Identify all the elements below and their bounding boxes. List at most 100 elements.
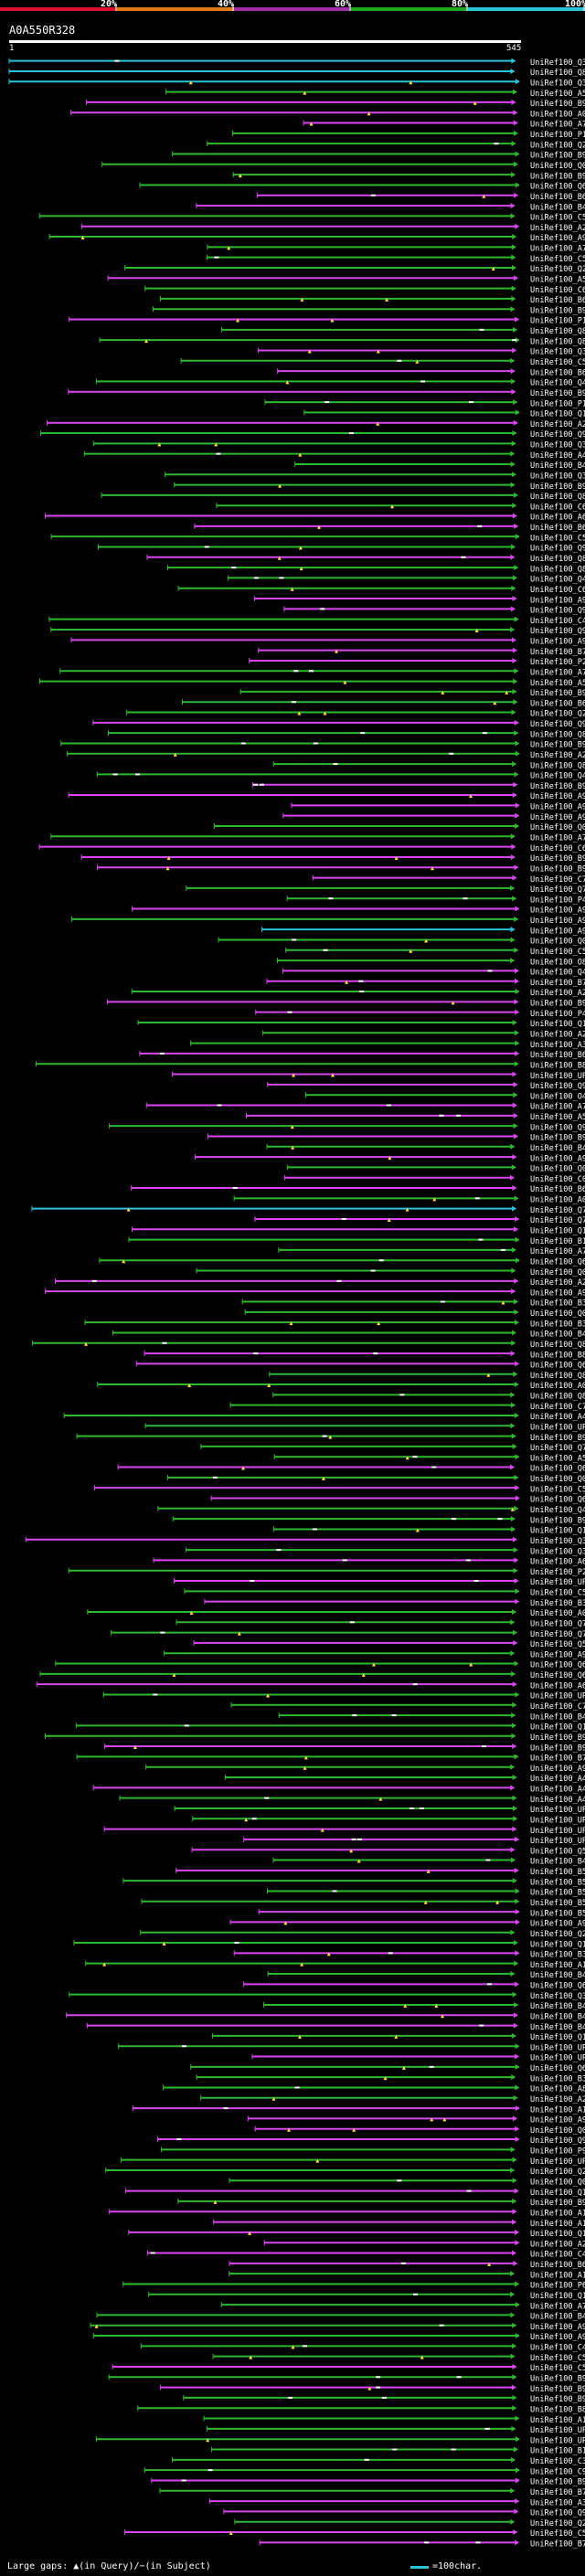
hit-label: UniRef100_Q1ZFY3 [530,2292,585,2301]
hit-label: UniRef100_A2YA20 [530,989,585,998]
hit-label: UniRef100_A6QI01 [530,1681,585,1691]
hit-label: UniRef100_B9RNK5 [530,1733,585,1743]
hit-label: UniRef100_B5G1G2 [530,1899,585,1908]
hit-label: UniRef100_B4GTE3 [530,1330,585,1340]
hit-end-arrow [514,616,519,622]
hit-end-arrow [512,1019,517,1025]
hit-label: UniRef100_A5BDH4 [530,1113,585,1122]
hit-label: UniRef100_UP1000... [530,1827,585,1836]
hit-end-arrow [514,1960,519,1966]
gap-in-query-marker [482,194,486,198]
hit-end-arrow [511,378,516,385]
hit-label: UniRef100_Q1S9Z3 [530,1527,585,1536]
hit-label: UniRef100_A0X8B4 [530,1609,585,1618]
hit-end-arrow [515,1898,520,1904]
gap-in-query-marker [474,629,479,633]
hit-label: UniRef100_Q39675 [530,348,585,357]
hit-end-arrow [514,1754,519,1760]
scale-segment-1 [0,7,117,11]
hit-label: UniRef100_B5G1F8 [530,1909,585,1918]
hit-end-arrow [511,1608,516,1615]
gap-in-query-marker [473,101,477,105]
hit-end-arrow [512,1701,517,1708]
hit-end-arrow [511,1712,516,1719]
hit-end-arrow [515,151,520,157]
hit-end-arrow [515,2467,520,2474]
hit-label: UniRef100_Q8LHN4 [530,761,585,770]
scale-tick-label: 20% [101,0,117,9]
hit-label: UniRef100_Q3SZW4 [530,1992,585,2001]
hit-label: UniRef100_B7ZG83 [530,2488,585,2497]
hit-end-arrow [510,2271,516,2277]
hit-end-arrow [515,1691,520,1698]
hit-end-arrow [513,2022,518,2029]
hit-label: UniRef100_Q39209 [530,441,585,451]
hit-label: UniRef100_C0PNZ2 [530,1175,585,1184]
gap-in-query-marker [486,1373,491,1377]
hit-end-arrow [513,1112,518,1118]
hit-label: UniRef100_B5G1F9 [530,1889,585,1898]
hit-end-arrow [510,68,516,74]
hit-label: UniRef100_Q41834 [530,379,585,388]
hit-label: UniRef100_Q0HBX2 [530,2126,585,2136]
query-start-label: 1 [9,44,14,53]
hit-label: UniRef100_P19683 [530,317,585,326]
hit-end-arrow [515,989,520,995]
hit-label: UniRef100_Q39062 [530,79,585,88]
hit-end-arrow [513,1816,518,1822]
hit-label: UniRef100_B9MTL6 [530,854,585,864]
hit-end-arrow [511,2384,516,2390]
hit-end-arrow [514,864,519,871]
hit-end-arrow [514,192,519,198]
hit-end-arrow [511,295,516,302]
hit-label: UniRef100_P19684 [530,131,585,140]
gap-in-query-marker [394,2034,399,2039]
gap-in-query-marker [405,1207,410,1212]
hit-label: UniRef100_A4RR33 [530,1413,585,1422]
hit-label: UniRef100_B6TBK4 [530,368,585,377]
gap-in-query-marker [432,1197,437,1202]
gap-in-query-marker [248,2231,252,2235]
hit-end-arrow [510,2518,516,2525]
legend-scale-line [410,2566,429,2569]
hit-end-arrow [514,1867,519,1873]
hit-label: UniRef100_Q5Y5Q4 [530,1640,585,1649]
gap-in-query-marker [367,2386,372,2390]
hit-end-arrow [513,399,518,406]
hit-label: UniRef100_A2YNZ1 [530,751,585,760]
hit-label: UniRef100_A7PLZ2 [530,245,585,254]
gap-in-query-marker [238,174,242,178]
query-bar [9,40,521,43]
hit-label: UniRef100_B6SS58 [530,193,585,202]
hit-end-arrow [514,1474,519,1480]
hit-label: UniRef100_O80858-2 [530,958,585,967]
gap-in-query-marker [424,938,429,943]
hit-label: UniRef100_C7TRG8 [530,875,585,885]
hit-end-arrow [513,1805,518,1811]
gap-in-query-marker [440,2014,444,2019]
hit-label: UniRef100_A5GTN6 [530,1454,585,1463]
hit-end-arrow [514,1195,519,1202]
hit-end-arrow [512,2209,517,2215]
hit-label: UniRef100_B7FK16 [530,979,585,988]
hit-label: UniRef100_Q9FFZ6 [530,1082,585,1091]
gap-in-query-marker [420,2355,424,2359]
hit-end-arrow [510,1423,516,1429]
hit-label: UniRef100_C3H1Q8 [530,2457,585,2466]
hit-label: UniRef100_Q43349 [530,969,585,978]
hit-end-arrow [515,1454,520,1460]
gap-in-query-marker [236,318,240,323]
hit-end-arrow [511,843,516,850]
hit-label: UniRef100_A9YLG5 [530,2323,585,2332]
gap-in-query-marker [102,1962,107,1966]
hit-end-arrow [515,1950,520,1956]
hit-label: UniRef100_C5X134 [530,948,585,957]
hit-end-arrow [515,2477,520,2484]
gap-in-query-marker [300,1962,304,1966]
hit-end-arrow [511,1267,516,1274]
gap-in-query-marker [501,1300,505,1305]
hit-end-arrow [510,1402,516,1408]
hit-label: UniRef100_Q24006 [530,710,585,719]
hit-label: UniRef100_B5G1G3 [530,1878,585,1887]
hit-end-arrow [512,1185,517,1192]
